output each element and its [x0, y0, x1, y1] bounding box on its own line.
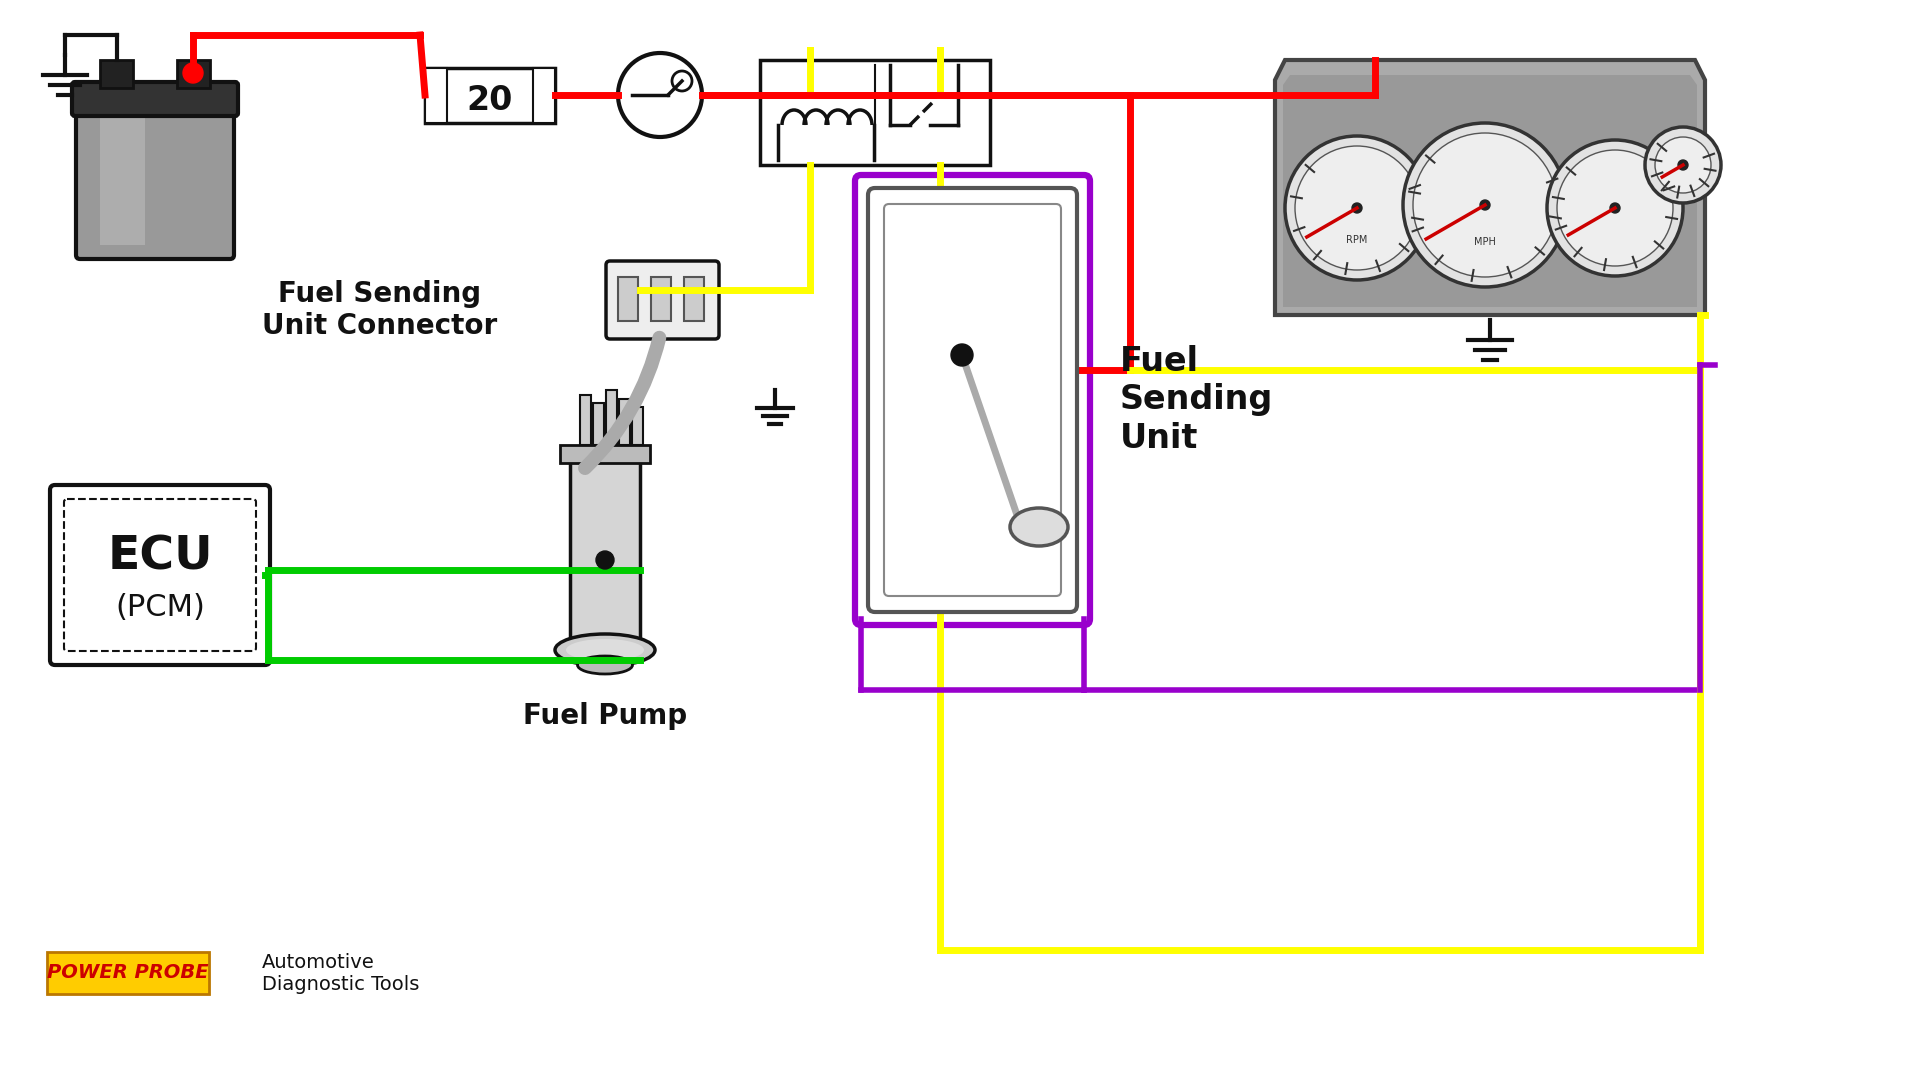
- Circle shape: [595, 551, 614, 569]
- FancyBboxPatch shape: [868, 188, 1077, 612]
- Bar: [684, 276, 705, 321]
- Polygon shape: [1275, 60, 1705, 315]
- Bar: [46, 951, 209, 994]
- Bar: [424, 68, 447, 123]
- Bar: [760, 60, 991, 165]
- Bar: [632, 407, 643, 445]
- Circle shape: [1352, 203, 1361, 213]
- FancyBboxPatch shape: [50, 485, 271, 665]
- Text: MPH: MPH: [1475, 237, 1496, 247]
- FancyBboxPatch shape: [883, 204, 1062, 596]
- FancyBboxPatch shape: [73, 82, 238, 116]
- Text: Fuel Pump: Fuel Pump: [522, 702, 687, 730]
- Bar: [607, 390, 616, 445]
- Bar: [580, 395, 591, 445]
- Circle shape: [1611, 203, 1620, 213]
- Circle shape: [1284, 136, 1428, 280]
- Ellipse shape: [578, 656, 632, 674]
- Bar: [651, 276, 670, 321]
- Bar: [100, 60, 132, 87]
- Bar: [570, 450, 639, 650]
- Circle shape: [1548, 140, 1684, 276]
- Bar: [593, 403, 605, 445]
- Text: RPM: RPM: [1346, 235, 1367, 245]
- Bar: [100, 114, 146, 245]
- Text: ECU: ECU: [108, 535, 213, 580]
- Circle shape: [618, 53, 703, 137]
- Circle shape: [672, 71, 691, 91]
- Text: 20: 20: [467, 84, 513, 118]
- Circle shape: [1678, 160, 1688, 170]
- Bar: [534, 68, 555, 123]
- Circle shape: [1294, 146, 1419, 270]
- Text: POWER PROBE: POWER PROBE: [48, 963, 209, 983]
- FancyBboxPatch shape: [63, 499, 255, 651]
- FancyBboxPatch shape: [77, 106, 234, 259]
- Ellipse shape: [566, 639, 643, 661]
- Text: Fuel Sending
Unit Connector: Fuel Sending Unit Connector: [263, 280, 497, 340]
- Bar: [424, 68, 555, 123]
- FancyBboxPatch shape: [854, 175, 1091, 625]
- Bar: [177, 60, 209, 87]
- Circle shape: [1404, 123, 1567, 287]
- Circle shape: [1655, 137, 1711, 193]
- Ellipse shape: [1010, 508, 1068, 546]
- Text: Fuel
Sending
Unit: Fuel Sending Unit: [1119, 346, 1273, 455]
- Text: Automotive
Diagnostic Tools: Automotive Diagnostic Tools: [261, 953, 419, 994]
- Polygon shape: [1283, 75, 1697, 307]
- Bar: [561, 445, 651, 463]
- Bar: [618, 399, 630, 445]
- Ellipse shape: [555, 634, 655, 666]
- Bar: [618, 276, 637, 321]
- Circle shape: [1557, 150, 1672, 266]
- FancyBboxPatch shape: [607, 261, 718, 339]
- Circle shape: [950, 345, 973, 366]
- Circle shape: [1480, 200, 1490, 210]
- Circle shape: [182, 63, 204, 83]
- Circle shape: [1413, 133, 1557, 276]
- Text: (PCM): (PCM): [115, 593, 205, 621]
- Circle shape: [1645, 127, 1720, 203]
